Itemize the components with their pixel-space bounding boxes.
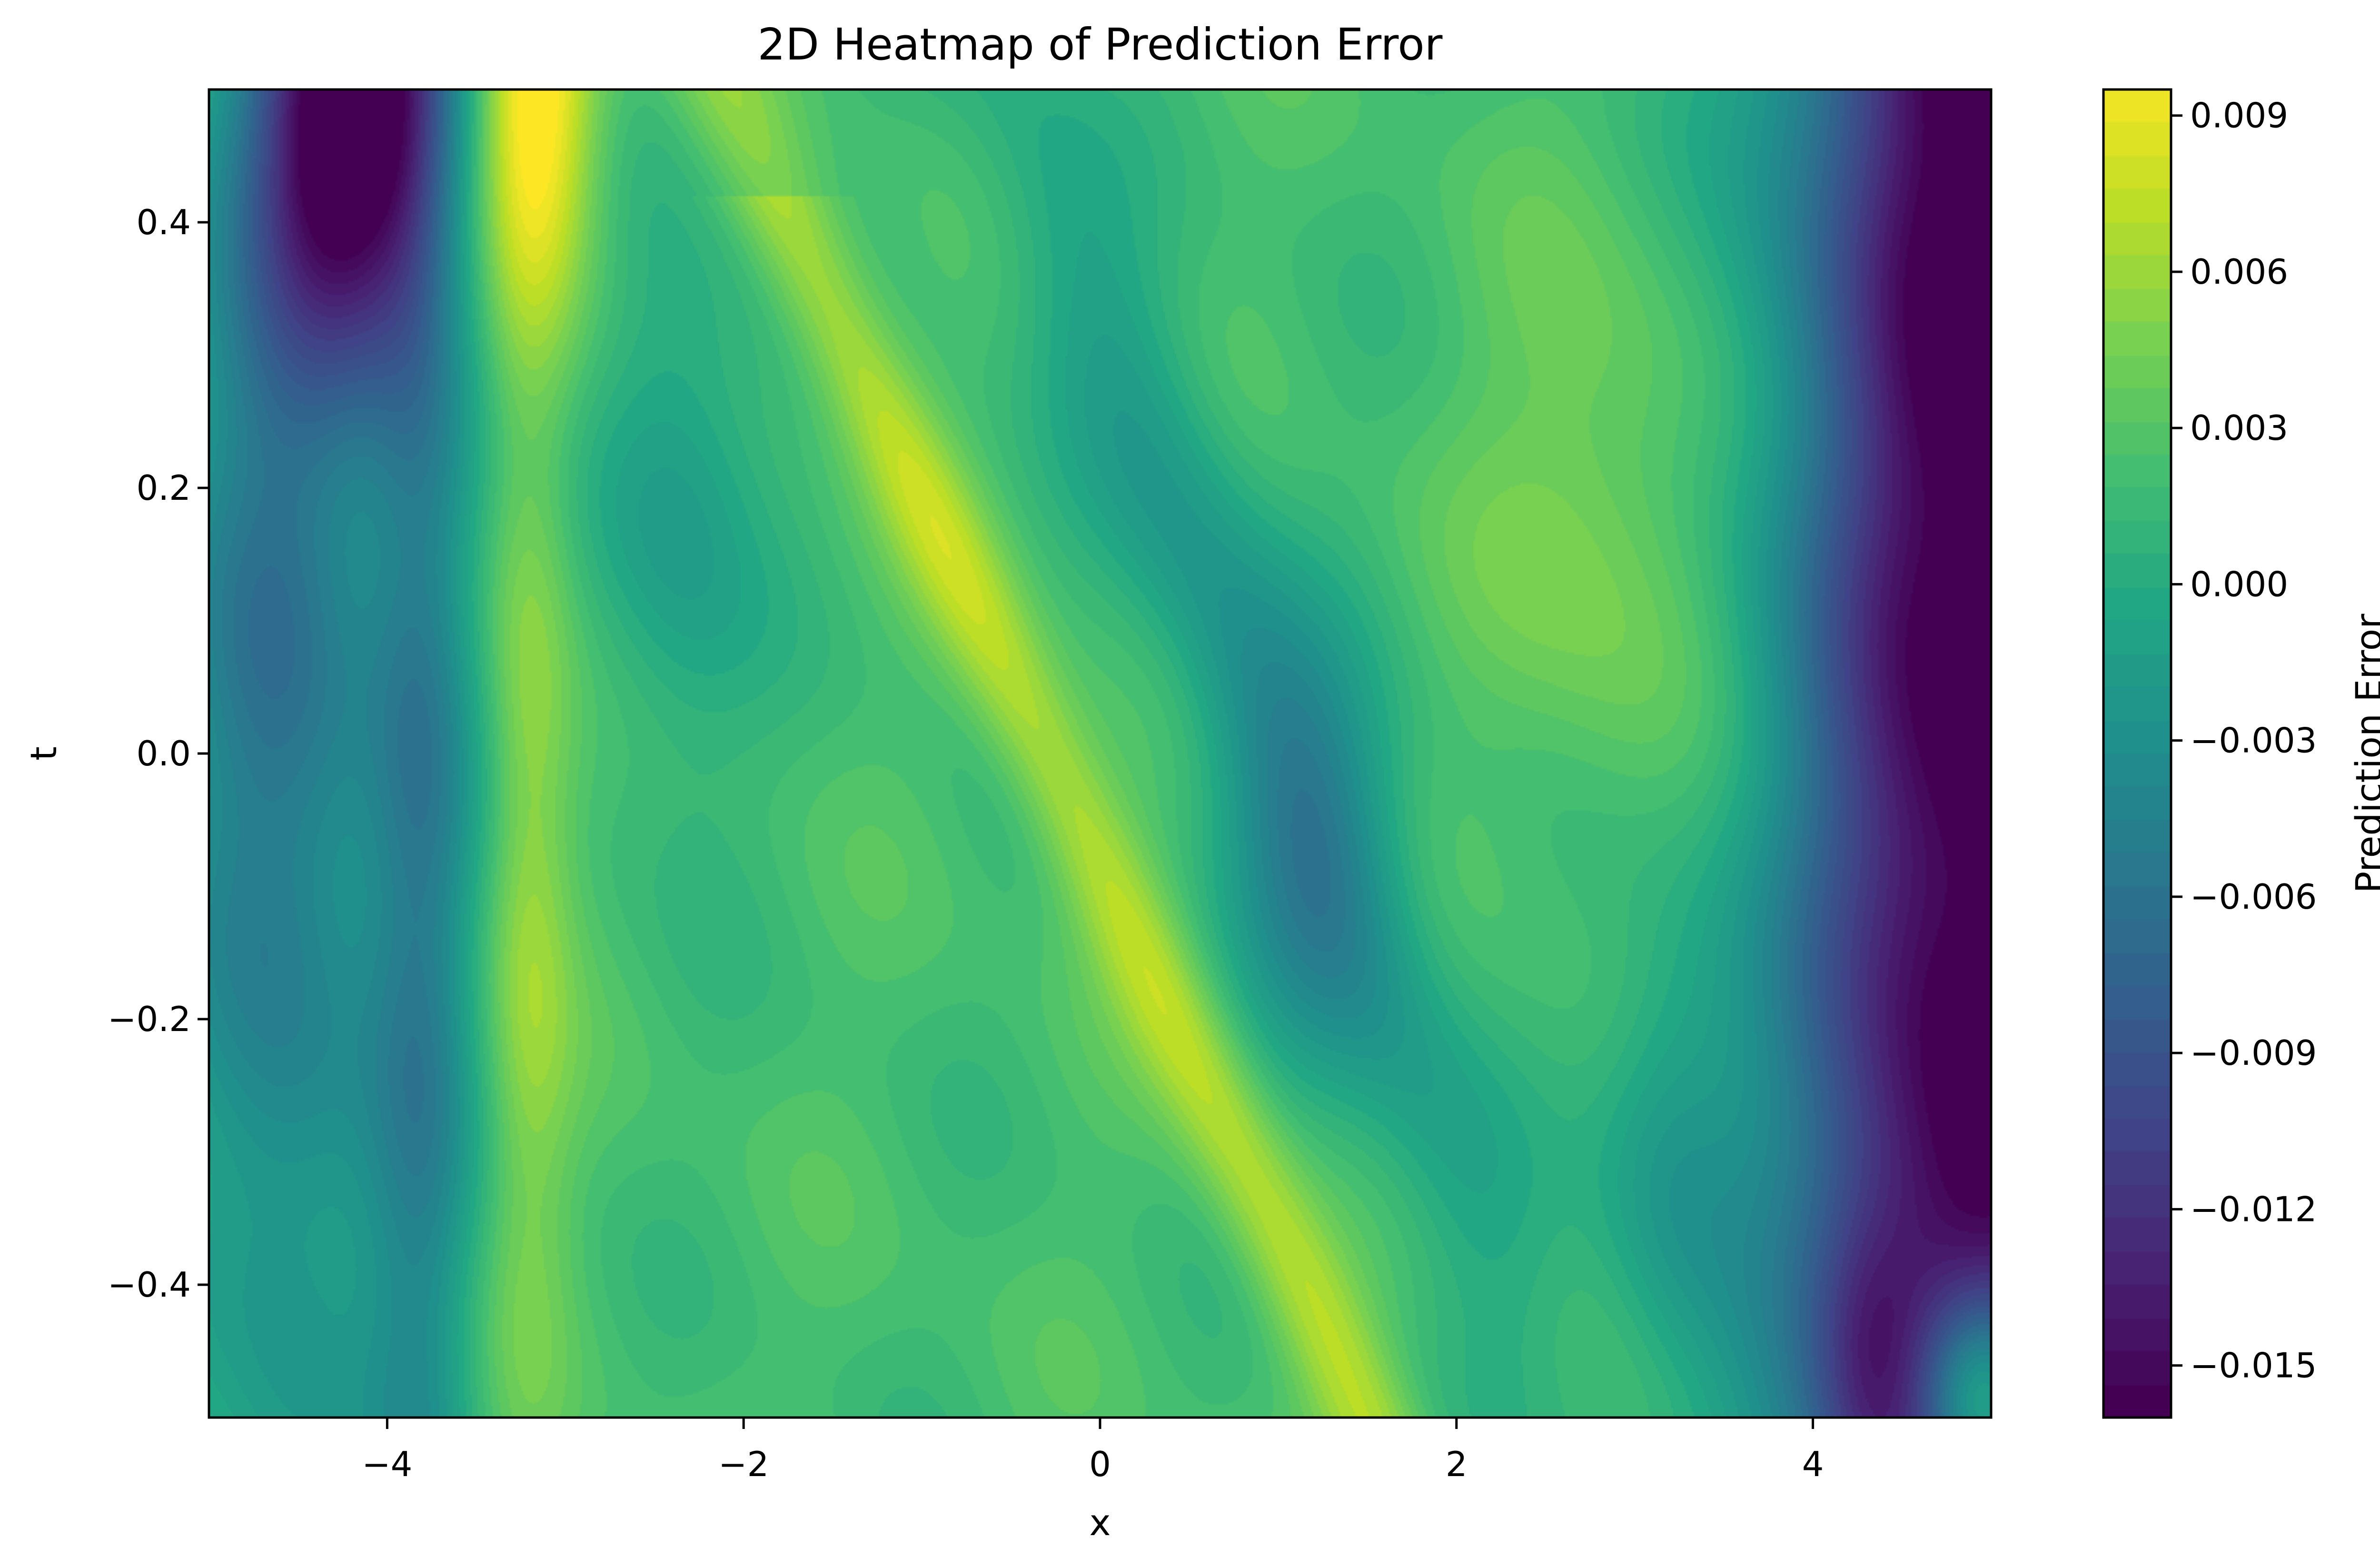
y-tick-label: −0.4 bbox=[108, 1265, 191, 1305]
colorbar-frame bbox=[2102, 88, 2172, 1419]
y-axis-ticks: 0.4 0.2 0.0 −0.2 −0.4 bbox=[108, 202, 209, 1305]
x-tick-label: 0 bbox=[1089, 1444, 1111, 1484]
colorbar-tick-label: −0.006 bbox=[2190, 877, 2317, 917]
colorbar-tick-label: −0.015 bbox=[2190, 1346, 2317, 1386]
y-tick-label: 0.0 bbox=[136, 734, 191, 774]
colorbar-ticks: 0.009 0.006 0.003 0.000 −0.003 −0.006 −0.009 −0… bbox=[2171, 96, 2317, 1386]
colorbar-gradient bbox=[2103, 89, 2171, 1418]
colorbar-tick-label: 0.009 bbox=[2190, 96, 2288, 136]
colorbar-tick-label: −0.012 bbox=[2190, 1189, 2317, 1229]
x-tick-label: 4 bbox=[1802, 1444, 1824, 1484]
colorbar-tick-label: 0.006 bbox=[2190, 252, 2288, 292]
y-tick-label: 0.2 bbox=[136, 468, 191, 508]
x-tick-label: 2 bbox=[1446, 1444, 1468, 1484]
y-axis-label: t bbox=[22, 746, 65, 761]
chart-title: 2D Heatmap of Prediction Error bbox=[758, 19, 1443, 70]
x-tick-label: −2 bbox=[718, 1444, 769, 1484]
colorbar-label: Prediction Error bbox=[2348, 614, 2380, 893]
x-axis-ticks: −4 −2 0 2 4 bbox=[362, 1418, 1824, 1484]
x-tick-label: −4 bbox=[362, 1444, 412, 1484]
x-axis-label: x bbox=[1090, 1501, 1111, 1544]
y-tick-label: 0.4 bbox=[136, 202, 191, 242]
plot-frame bbox=[208, 88, 1993, 1419]
heatmap-surface bbox=[209, 89, 1991, 1418]
colorbar-tick-label: −0.003 bbox=[2190, 721, 2317, 761]
colorbar-tick-label: −0.009 bbox=[2190, 1033, 2317, 1073]
y-tick-label: −0.2 bbox=[108, 999, 191, 1039]
colorbar-tick-label: 0.003 bbox=[2190, 408, 2288, 448]
colorbar-tick-label: 0.000 bbox=[2190, 564, 2288, 604]
